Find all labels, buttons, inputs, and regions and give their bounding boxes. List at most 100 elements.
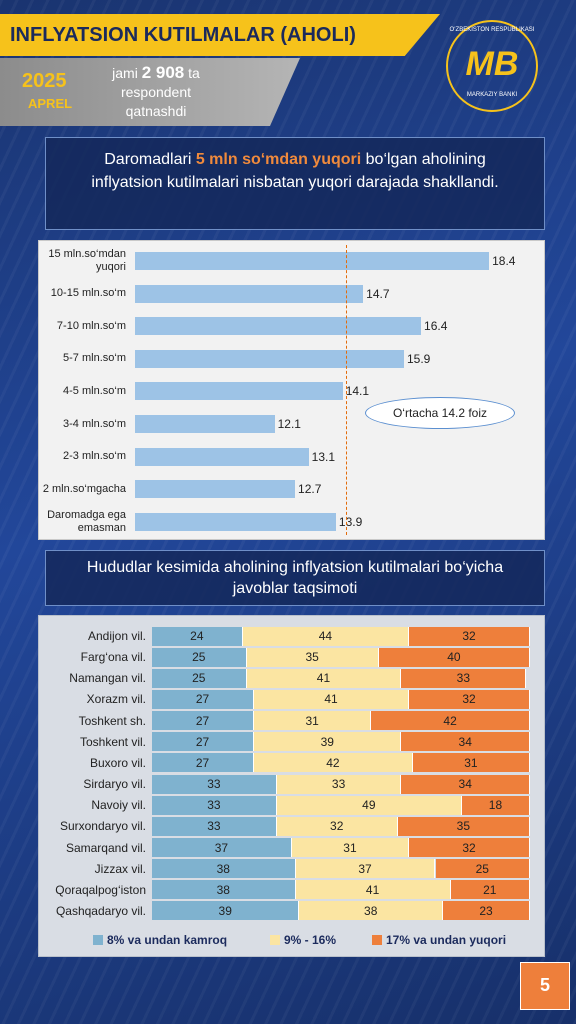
value-label: 41: [365, 882, 380, 897]
average-line: [346, 245, 348, 535]
bar: [135, 284, 364, 303]
value-label: 35: [456, 819, 471, 834]
title-band: [0, 14, 440, 56]
value-label: 32: [462, 629, 476, 643]
value-label: 38: [216, 861, 230, 876]
bar-segment: 32: [409, 838, 530, 857]
value-label: 33: [331, 777, 346, 792]
page-number-box: [520, 962, 570, 1010]
year: 2025: [22, 70, 67, 92]
legend-label: 8% va undan kamroq: [107, 933, 228, 947]
bar-segment: 34: [401, 732, 530, 752]
respondents-count: 2 908: [141, 63, 185, 82]
value-label: 41: [316, 671, 331, 686]
category-label: Andijon vil.: [87, 629, 146, 643]
bar-segment: 37: [295, 859, 436, 879]
value-label: 25: [192, 671, 206, 686]
bar-segment: 32: [409, 689, 530, 709]
bar-segment: 31: [291, 838, 410, 857]
respondents-post: ta respondent qatnashdi: [120, 65, 200, 119]
bar-segment: 39: [254, 732, 402, 752]
bar-segment: 32: [409, 626, 530, 646]
headline-highlight: 5 mln so‘mdan yuqori: [195, 151, 362, 168]
value-label: 14.7: [366, 286, 390, 301]
info-box: [0, 58, 300, 126]
value-label: 32: [462, 840, 476, 855]
logo-ring: [446, 20, 538, 112]
value-label: 31: [464, 755, 478, 770]
category-label: Navoiy vil.: [91, 798, 146, 813]
value-label: 34: [458, 734, 472, 749]
bar-segment: 42: [371, 711, 530, 731]
value-label: 13.1: [311, 449, 336, 464]
bar-segment: 24: [152, 626, 243, 646]
bar-segment: 23: [443, 901, 530, 921]
bar-segment: 32: [276, 816, 398, 836]
value-label: 23: [479, 903, 493, 918]
category-label: Qashqadaryo vil.: [55, 903, 146, 918]
category-label: 15 mln.so‘mdan yuqori: [48, 248, 126, 273]
page-number: 5: [539, 975, 550, 995]
value-label: 37: [214, 840, 229, 855]
value-label: 35: [305, 650, 319, 665]
value-label: 21: [483, 882, 497, 897]
bar-segment: 25: [152, 668, 247, 688]
bar-segment: 27: [152, 711, 255, 731]
bar: [135, 447, 309, 466]
bar-segment: 33: [152, 774, 277, 794]
value-label: 18.4: [492, 254, 516, 268]
bar-segment: 44: [242, 626, 410, 646]
category-label: Xorazm vil.: [86, 692, 146, 707]
category-label: Sirdaryo vil.: [83, 777, 146, 792]
bar-segment: 40: [378, 647, 530, 667]
bar-segment: 41: [295, 880, 451, 900]
value-label: 33: [207, 798, 221, 813]
value-label: 13.9: [338, 514, 363, 529]
category-label: Farg‘ona vil.: [80, 650, 146, 665]
bar-segment: 18: [461, 795, 530, 815]
bar: [135, 415, 275, 433]
bar-segment: 31: [254, 711, 372, 731]
section-box: [45, 550, 545, 606]
category-label: 7-10 mln.so‘m: [56, 319, 126, 332]
bar-segment: 21: [450, 880, 530, 900]
value-label: 12.7: [298, 482, 322, 497]
logo-bottom-text: MARKAZIY BANKI: [466, 92, 518, 98]
category-label: Toshkent sh.: [78, 713, 146, 728]
value-label: 33: [207, 819, 221, 834]
value-label: 49: [362, 798, 376, 813]
month: APREL: [28, 96, 73, 111]
headline-text: bo‘lgan aholining inflyatsion kutilmalar…: [91, 151, 499, 191]
bar-segment: 38: [152, 880, 296, 900]
value-label: 27: [195, 692, 210, 707]
value-label: 33: [456, 671, 471, 686]
value-label: 25: [192, 650, 206, 665]
value-label: 32: [462, 692, 476, 707]
category-label: Qoraqalpog‘iston: [55, 882, 146, 897]
bar-segment: 27: [152, 753, 255, 773]
bar-segment: 35: [397, 816, 530, 836]
value-label: 38: [216, 882, 230, 897]
value-label: 40: [447, 650, 461, 665]
bar-segment: 34: [401, 774, 530, 794]
value-label: 38: [364, 903, 378, 918]
value-label: 41: [324, 692, 338, 707]
bar-segment: 35: [246, 647, 379, 667]
page-title: INFLYATSION KUTILMALAR (AHOLI): [10, 24, 356, 46]
bar-segment: 33: [276, 774, 402, 794]
value-label: 42: [443, 713, 457, 728]
value-label: 31: [343, 840, 357, 855]
value-label: 27: [195, 713, 210, 728]
value-label: 42: [326, 755, 340, 770]
annotation: O‘rtacha 14.2 foiz: [365, 397, 515, 429]
category-label: Surxondaryo vil.: [59, 819, 146, 834]
category-label: 5-7 mln.so‘m: [63, 352, 126, 365]
logo-mark: MB: [465, 45, 519, 83]
bar: [135, 317, 422, 336]
value-label: 39: [320, 734, 334, 749]
value-label: 27: [195, 755, 210, 770]
bar-segment: 27: [152, 689, 255, 709]
value-label: 14.1: [345, 384, 370, 399]
legend-swatch: [93, 935, 103, 945]
bar: [135, 252, 490, 270]
